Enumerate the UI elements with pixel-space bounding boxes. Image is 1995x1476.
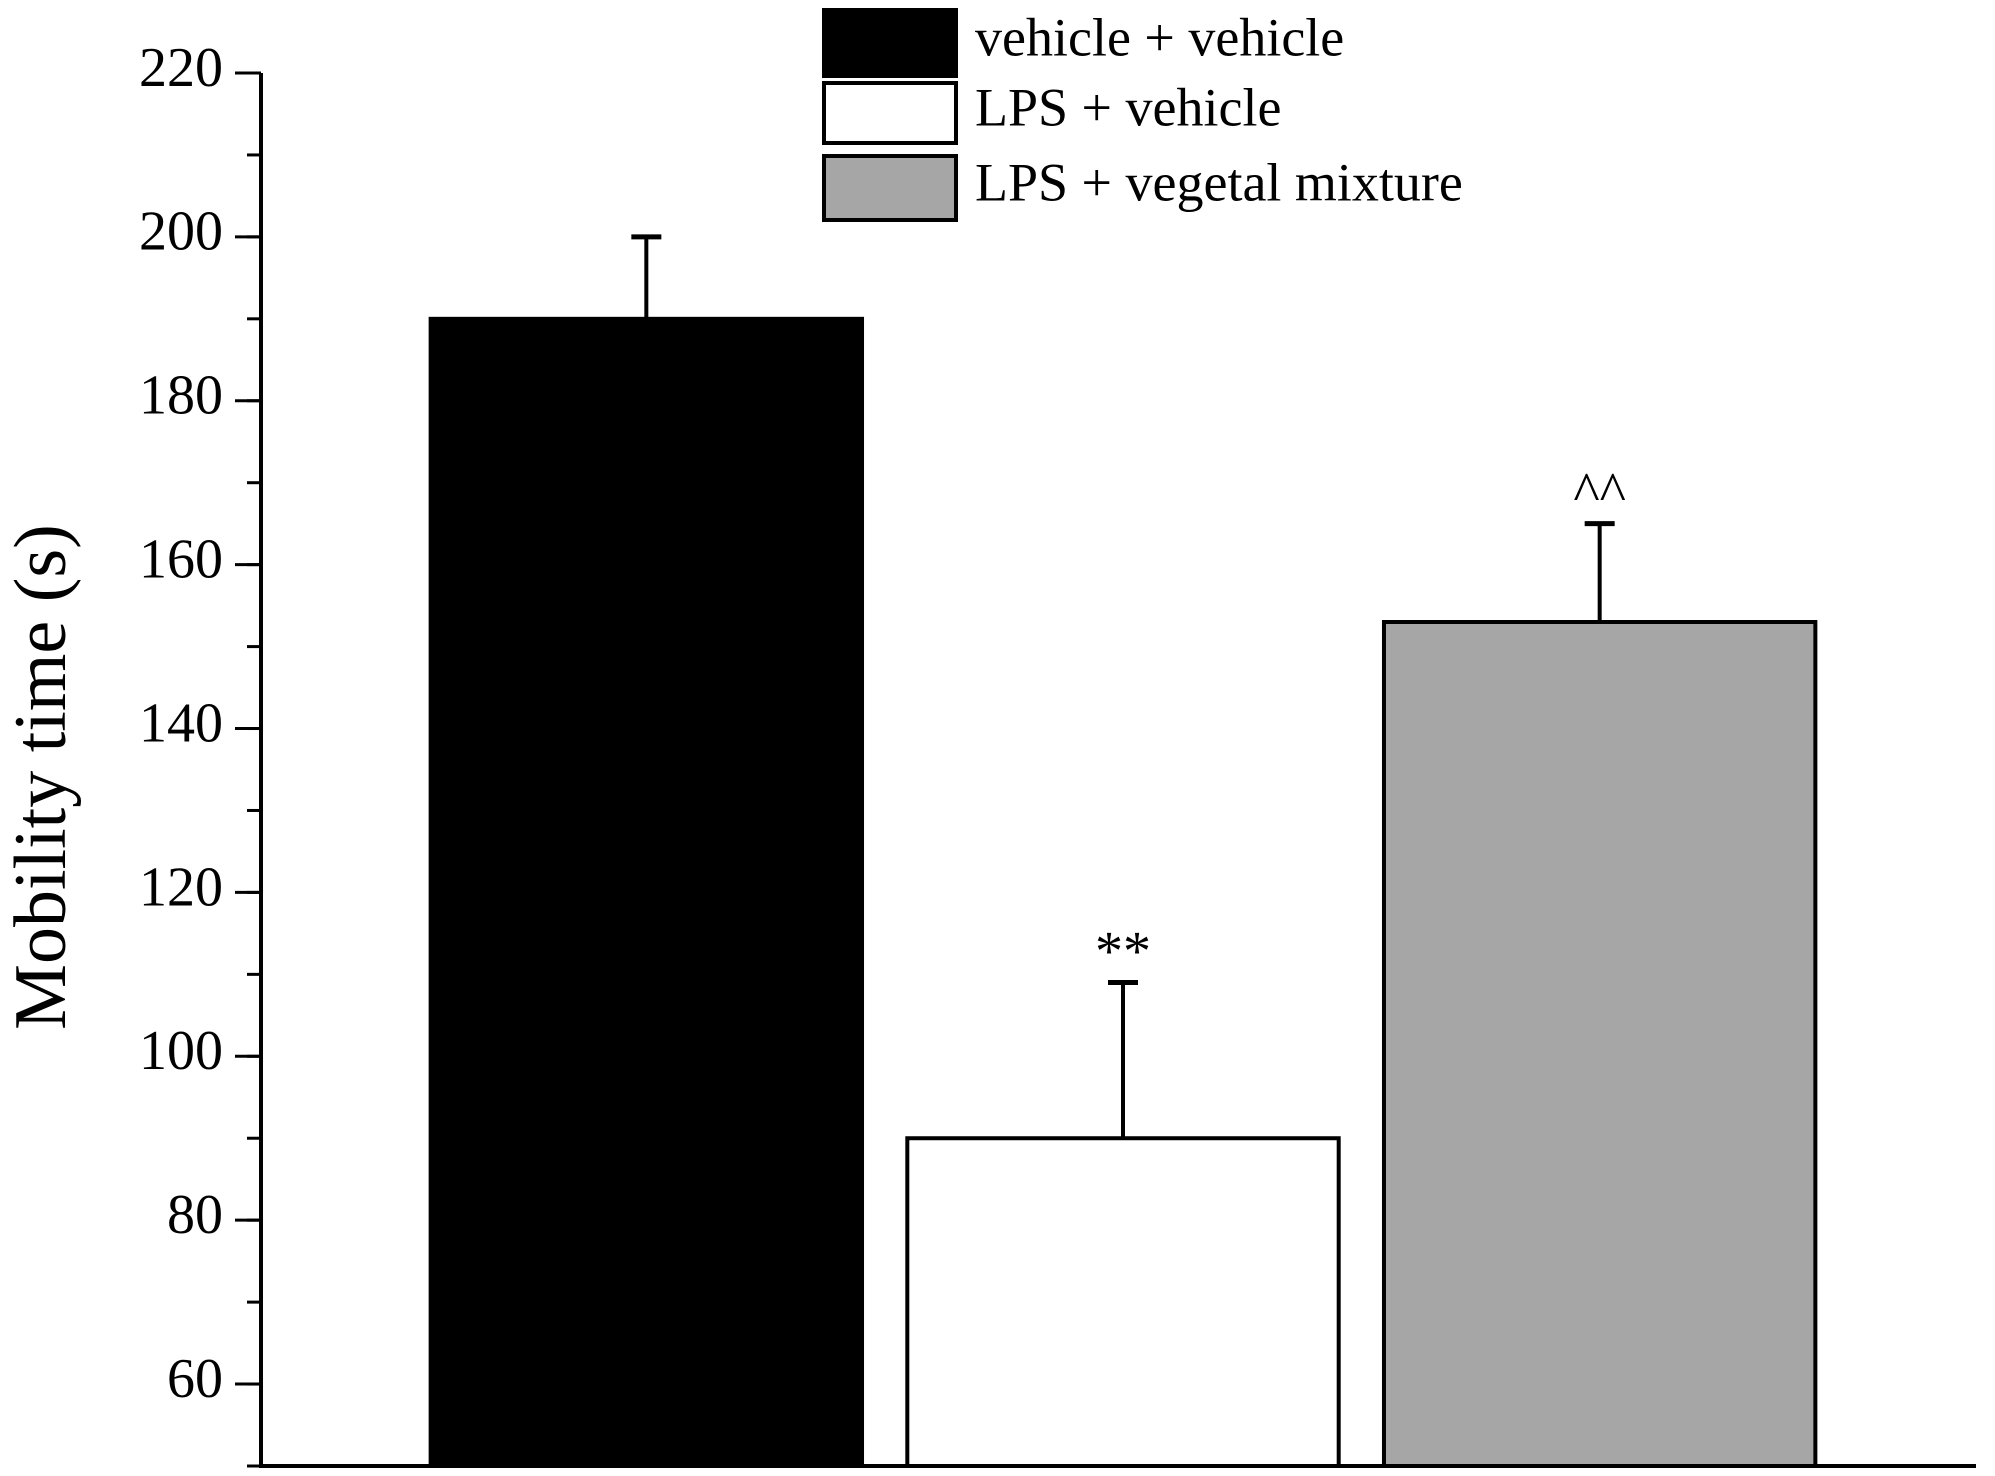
- legend-swatch: [822, 81, 958, 145]
- bar: [428, 316, 865, 1469]
- legend-swatch: [822, 154, 958, 222]
- bar: [1381, 620, 1818, 1468]
- annotation: **: [1095, 920, 1151, 982]
- y-tick-label: 180: [139, 365, 223, 427]
- y-tick-label: 140: [139, 692, 223, 754]
- y-tick-label: 220: [139, 37, 223, 99]
- legend-label: vehicle + vehicle: [975, 7, 1344, 67]
- y-axis-label: Mobility time (s): [0, 524, 82, 1030]
- y-tick-label: 160: [139, 528, 223, 590]
- legend-swatch: [822, 8, 958, 78]
- y-tick-label: 120: [139, 856, 223, 918]
- y-tick-label: 80: [167, 1184, 223, 1246]
- y-tick-label: 200: [139, 201, 223, 263]
- legend-label: LPS + vehicle: [975, 77, 1281, 137]
- legend-label: LPS + vegetal mixture: [975, 152, 1463, 212]
- bar: [905, 1136, 1341, 1469]
- y-tick-label: 60: [167, 1348, 223, 1410]
- annotation: ^^: [1573, 462, 1626, 524]
- y-tick-label: 100: [139, 1020, 223, 1082]
